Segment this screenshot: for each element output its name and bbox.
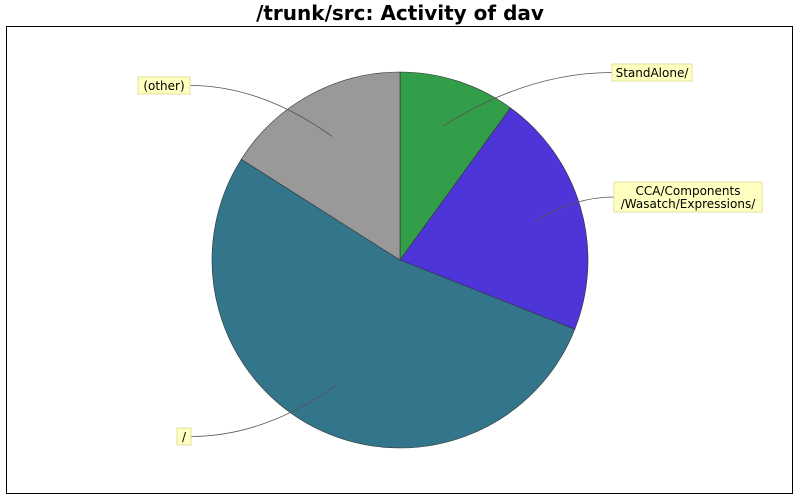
- slice-label-text: StandAlone/: [616, 66, 690, 80]
- label-box-3: [137, 76, 191, 95]
- slice-label-text: /Wasatch/Expressions/: [621, 197, 756, 211]
- leader-line-0: [443, 72, 613, 127]
- pie-slice-1: [399, 107, 589, 330]
- slice-label-text: /: [182, 430, 187, 444]
- pie-label-2: /: [176, 385, 337, 446]
- pie-slices: [211, 71, 589, 449]
- label-box-0: [611, 63, 693, 82]
- label-box-2: [176, 427, 192, 446]
- leader-line-2: [190, 385, 337, 437]
- pie-label-0: StandAlone/: [443, 63, 693, 127]
- pie-label-3: (other): [137, 76, 333, 137]
- pie-labels: StandAlone/CCA/Components/Wasatch/Expres…: [137, 63, 763, 446]
- pie-slice-3: [240, 71, 401, 261]
- pie-slice-2: [211, 158, 576, 449]
- label-box-1: [613, 181, 763, 213]
- leader-line-1: [535, 196, 615, 222]
- pie-slice-0: [399, 71, 511, 261]
- chart-title: /trunk/src: Activity of dav: [256, 1, 544, 25]
- leader-line-3: [189, 85, 333, 137]
- pie-label-1: CCA/Components/Wasatch/Expressions/: [535, 181, 763, 222]
- slice-label-text: (other): [143, 79, 184, 93]
- slice-label-text: CCA/Components: [636, 184, 741, 198]
